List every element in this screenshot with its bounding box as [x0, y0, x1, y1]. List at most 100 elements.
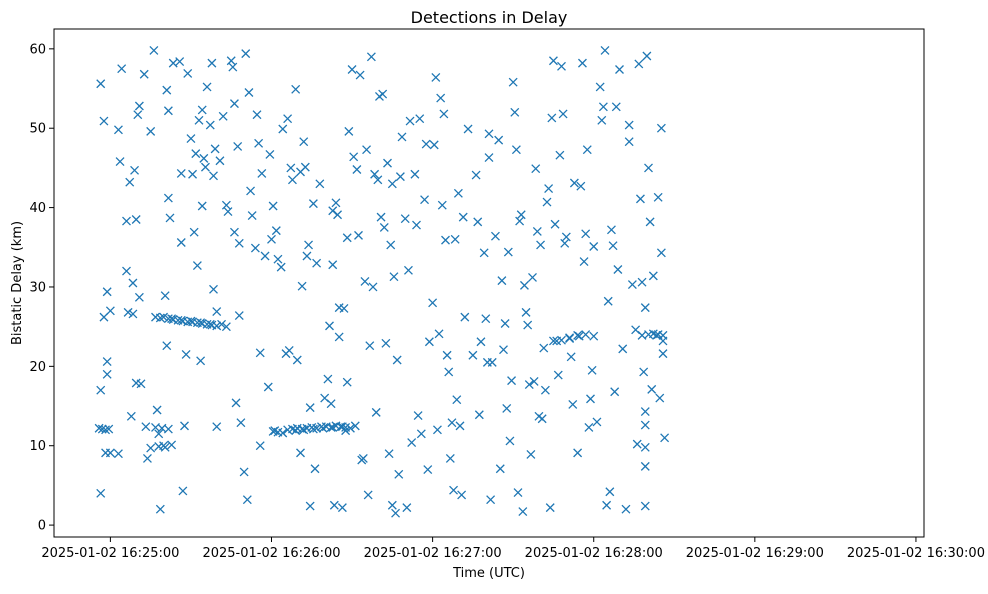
data-point-marker: [449, 485, 459, 495]
y-axis-label: Bistatic Delay (km): [10, 221, 25, 345]
x-axis-label: Time (UTC): [452, 566, 525, 581]
data-point-marker: [486, 495, 496, 505]
data-point-marker: [349, 152, 359, 162]
data-point-marker: [484, 153, 494, 163]
data-point-marker: [365, 341, 375, 351]
data-point-marker: [196, 318, 206, 328]
data-point-marker: [292, 355, 302, 365]
data-point-marker: [96, 385, 106, 395]
data-point-marker: [155, 313, 165, 323]
data-point-marker: [371, 407, 381, 417]
data-point-marker: [565, 333, 575, 343]
data-point-marker: [526, 449, 536, 459]
data-point-marker: [113, 449, 123, 459]
data-point-marker: [658, 330, 668, 340]
data-point-marker: [265, 149, 275, 159]
data-point-marker: [302, 251, 312, 261]
data-point-marker: [557, 335, 566, 345]
data-point-marker: [215, 156, 225, 166]
data-point-marker: [168, 58, 178, 68]
data-point-marker: [318, 423, 328, 433]
data-point-marker: [155, 504, 165, 514]
data-point-marker: [337, 503, 347, 513]
data-point-marker: [519, 280, 529, 290]
data-point-marker: [495, 464, 505, 474]
data-point-marker: [342, 233, 352, 243]
data-point-marker: [407, 438, 417, 448]
data-point-marker: [331, 198, 341, 208]
data-point-marker: [637, 277, 647, 287]
data-point-marker: [521, 307, 531, 317]
data-point-marker: [176, 169, 186, 178]
y-tick-label: 40: [29, 201, 46, 216]
data-point-marker: [613, 265, 623, 274]
data-point-marker: [257, 169, 267, 178]
data-point-marker: [125, 177, 135, 187]
data-point-marker: [381, 338, 391, 348]
data-point-marker: [528, 272, 537, 282]
data-point-marker: [656, 248, 666, 258]
data-point-marker: [315, 179, 325, 189]
data-point-marker: [175, 57, 185, 67]
data-point-marker: [94, 423, 104, 433]
data-point-marker: [579, 257, 589, 267]
data-point-marker: [105, 306, 115, 316]
data-point-marker: [577, 58, 587, 68]
data-point-marker: [152, 405, 162, 415]
data-point-marker: [304, 240, 314, 250]
y-tick-label: 30: [29, 280, 46, 295]
data-point-marker: [457, 490, 467, 500]
data-point-marker: [234, 238, 244, 248]
data-point-marker: [545, 503, 555, 513]
data-point-marker: [505, 436, 515, 446]
data-point-marker: [231, 398, 241, 408]
data-point-marker: [328, 423, 338, 432]
data-point-marker: [434, 329, 444, 339]
data-point-marker: [624, 137, 634, 147]
data-point-marker: [618, 344, 628, 354]
data-point-marker: [176, 238, 186, 247]
data-point-marker: [537, 414, 547, 424]
data-point-marker: [423, 465, 433, 474]
data-point-marker: [128, 309, 138, 319]
data-point-marker: [278, 428, 288, 438]
data-point-marker: [136, 379, 146, 389]
data-point-marker: [228, 62, 238, 72]
data-point-marker: [209, 171, 218, 181]
data-point-marker: [513, 488, 523, 498]
data-point-marker: [159, 312, 169, 322]
data-point-marker: [603, 296, 613, 306]
data-point-marker: [627, 280, 637, 290]
data-point-marker: [536, 240, 546, 250]
data-point-marker: [463, 124, 473, 134]
data-point-marker: [445, 453, 455, 463]
data-point-marker: [242, 495, 252, 505]
data-point-marker: [246, 186, 256, 196]
data-point-marker: [550, 219, 560, 229]
data-point-marker: [102, 369, 112, 379]
data-point-marker: [308, 424, 318, 434]
data-point-marker: [647, 384, 657, 394]
data-point-marker: [632, 439, 642, 449]
data-point-marker: [444, 367, 454, 377]
data-point-marker: [648, 271, 658, 281]
data-point-marker: [468, 350, 478, 360]
data-point-marker: [273, 254, 283, 264]
data-point-marker: [239, 467, 249, 477]
data-point-marker: [252, 110, 262, 120]
data-point-marker: [391, 508, 401, 518]
data-point-marker: [500, 319, 510, 328]
data-point-marker: [510, 107, 520, 117]
data-point-marker: [308, 199, 318, 209]
data-point-marker: [345, 423, 355, 433]
data-point-marker: [524, 380, 534, 390]
data-point-marker: [573, 448, 583, 458]
data-point-marker: [344, 126, 354, 136]
data-point-marker: [581, 229, 591, 239]
data-point-marker: [178, 486, 188, 496]
data-point-marker: [186, 134, 196, 143]
data-point-marker: [334, 332, 344, 342]
data-point-marker: [429, 140, 439, 150]
data-point-marker: [582, 145, 592, 155]
